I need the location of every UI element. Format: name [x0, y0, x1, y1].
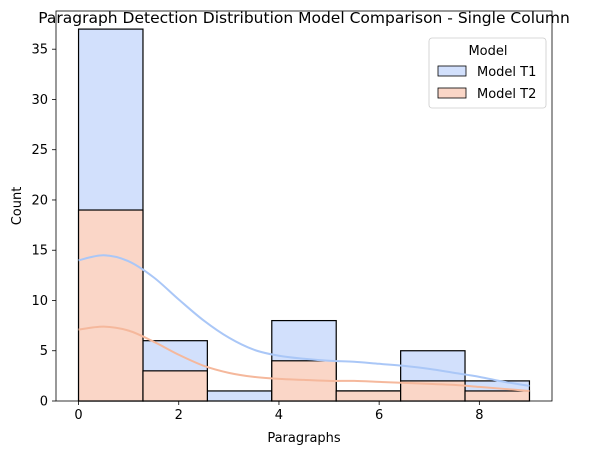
y-tick-label-30: 30 — [31, 93, 48, 108]
legend-swatch-model-t1 — [437, 65, 467, 77]
bar-model-t1-bin-2 — [206, 390, 273, 402]
y-axis-label: Count — [10, 187, 25, 226]
x-tick-label-8: 8 — [475, 408, 483, 423]
y-tick-label-0: 0 — [40, 395, 48, 410]
legend-label-model-t1: Model T1 — [477, 65, 536, 80]
y-tick-label-5: 5 — [40, 344, 48, 359]
y-tick-label-15: 15 — [31, 244, 48, 259]
kde-line-model-t1 — [78, 254, 530, 387]
x-tick-label-2: 2 — [175, 408, 183, 423]
y-tick-label-35: 35 — [31, 43, 48, 58]
bar-model-t2-bin-1 — [142, 370, 208, 402]
x-tick-label-4: 4 — [275, 408, 283, 423]
bars-layer — [77, 28, 531, 402]
legend: Model Model T1 Model T2 — [428, 37, 547, 109]
legend-title: Model — [468, 44, 507, 59]
plot-frame — [55, 10, 553, 402]
x-tick-label-6: 6 — [375, 408, 383, 423]
x-tick-label-0: 0 — [74, 408, 82, 423]
y-tick-label-20: 20 — [31, 193, 48, 208]
kde-layer — [78, 254, 530, 392]
y-axis: 0 5 10 15 20 25 30 35 — [31, 43, 56, 410]
x-axis-label: Paragraphs — [267, 431, 341, 446]
legend-swatch-model-t2 — [437, 87, 467, 99]
y-tick-label-25: 25 — [31, 143, 48, 158]
kde-line-model-t2 — [78, 325, 530, 392]
bar-model-t2-bin-4 — [335, 390, 402, 402]
bar-model-t2-bin-6 — [464, 390, 531, 402]
y-tick-label-10: 10 — [31, 294, 48, 309]
bar-model-t2-bin-0 — [77, 209, 144, 402]
chart-title: Paragraph Detection Distribution Model C… — [38, 9, 570, 27]
legend-label-model-t2: Model T2 — [477, 87, 536, 102]
x-axis: 0 2 4 6 8 — [74, 401, 483, 423]
